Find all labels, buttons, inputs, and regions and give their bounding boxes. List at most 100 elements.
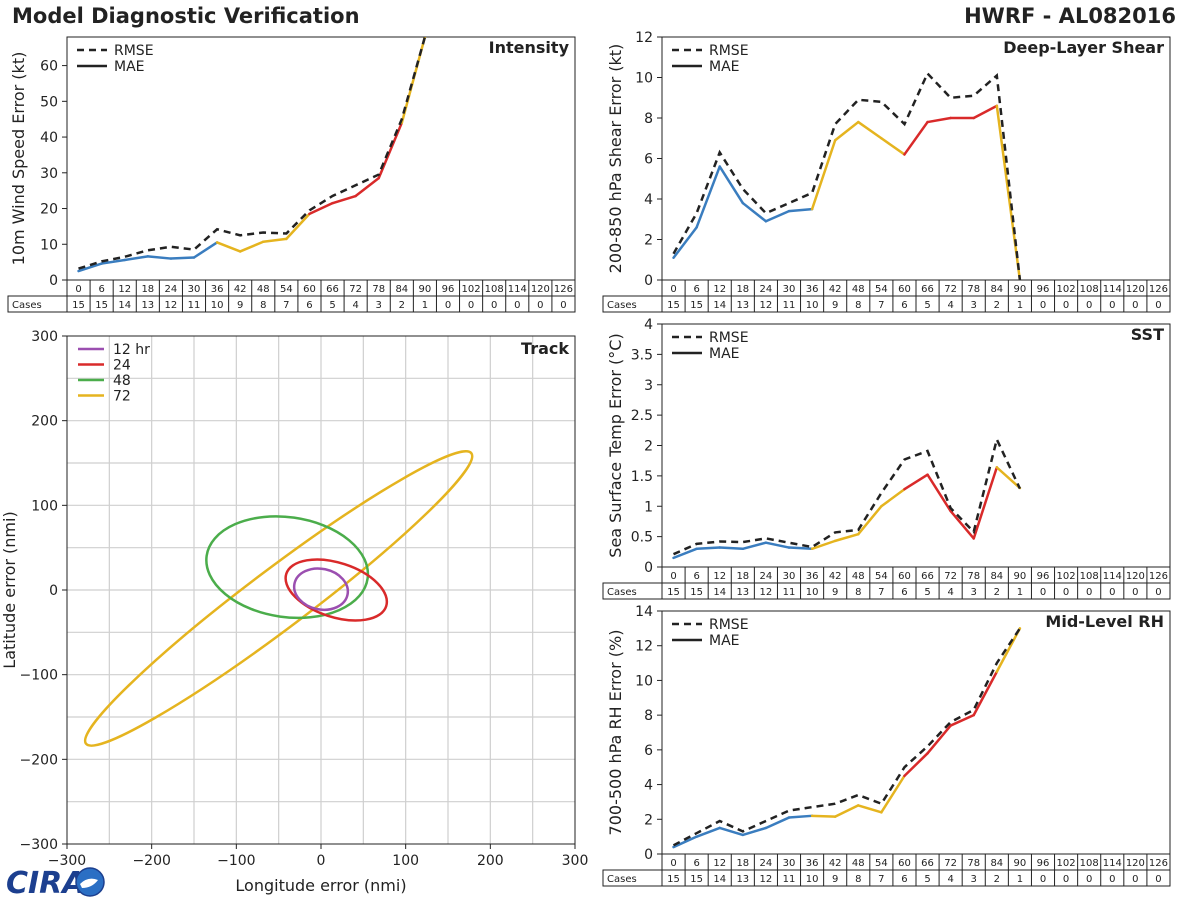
hour-label: 36: [211, 284, 224, 295]
case-count: 2: [994, 300, 1000, 311]
case-count: 0: [1040, 300, 1046, 311]
case-count: 6: [901, 874, 907, 885]
hour-label: 90: [1014, 284, 1027, 295]
hour-label: 0: [670, 284, 676, 295]
y-tick-label: 300: [31, 329, 58, 345]
hour-label: 12: [713, 858, 726, 869]
y-axis-label: 10m Wind Speed Error (kt): [9, 52, 28, 266]
hour-label: 78: [967, 571, 980, 582]
case-count: 13: [736, 874, 749, 885]
case-count: 1: [1017, 874, 1023, 885]
hour-label: 120: [531, 284, 550, 295]
hour-label: 66: [326, 284, 339, 295]
case-count: 7: [878, 874, 884, 885]
x-tick-label: 100: [392, 853, 419, 869]
figure-title: Model Diagnostic Verification: [12, 4, 360, 28]
case-count: 11: [783, 300, 796, 311]
case-count: 8: [260, 300, 266, 311]
case-count: 6: [306, 300, 312, 311]
hour-label: 120: [1126, 284, 1145, 295]
hour-label: 114: [508, 284, 527, 295]
y-tick-label: 10: [635, 71, 653, 87]
series-group: [672, 71, 1022, 280]
case-count: 15: [667, 300, 680, 311]
y-tick-label: 0.5: [631, 530, 653, 546]
case-count: 0: [491, 300, 497, 311]
mae-segment: [880, 137, 906, 156]
y-tick-label: 50: [40, 94, 58, 110]
hour-label: 42: [829, 571, 842, 582]
mae-segment: [833, 532, 860, 543]
hour-label: 108: [1080, 284, 1099, 295]
hour-label: 126: [1149, 284, 1168, 295]
y-tick-label: 4: [644, 778, 653, 794]
hour-label: 66: [921, 284, 934, 295]
case-count: 5: [924, 587, 930, 598]
cases-row: [602, 582, 1171, 600]
case-count: 2: [994, 587, 1000, 598]
hour-label: 0: [670, 858, 676, 869]
legend-label: 24: [113, 358, 131, 374]
case-count: 0: [1132, 587, 1138, 598]
panel-title: Intensity: [489, 38, 570, 57]
case-count: 15: [690, 587, 703, 598]
hour-label: 96: [1037, 571, 1050, 582]
case-count: 14: [713, 874, 726, 885]
legend-rmse-label: RMSE: [709, 330, 749, 346]
hour-label: 120: [1126, 571, 1145, 582]
hour-label: 96: [1037, 284, 1050, 295]
case-count: 12: [760, 587, 773, 598]
error-ellipse: [284, 558, 389, 622]
case-count: 11: [188, 300, 201, 311]
hour-label: 6: [693, 571, 699, 582]
case-count: 4: [352, 300, 358, 311]
mae-segment: [857, 804, 883, 814]
hour-label: 6: [693, 284, 699, 295]
hour-label: 60: [898, 571, 911, 582]
rmse-line: [78, 37, 427, 270]
mae-segment: [238, 240, 265, 253]
panel-title: Deep-Layer Shear: [1003, 38, 1164, 57]
y-tick-label: 200: [31, 414, 58, 430]
case-count: 11: [783, 874, 796, 885]
hour-label: 54: [875, 858, 888, 869]
rmse-line: [672, 627, 1021, 847]
mae-segment: [192, 241, 219, 259]
hour-label: 54: [280, 284, 293, 295]
y-tick-label: 2: [644, 233, 653, 249]
y-tick-label: −100: [20, 668, 58, 684]
hour-label: 24: [760, 858, 773, 869]
y-tick-label: 30: [40, 166, 58, 182]
y-tick-label: 0: [644, 560, 653, 576]
case-count: 15: [667, 874, 680, 885]
hour-label: 24: [165, 284, 178, 295]
mae-segment: [262, 237, 288, 244]
hour-label: 48: [257, 284, 270, 295]
case-count: 0: [1063, 300, 1069, 311]
case-count: 10: [211, 300, 224, 311]
case-count: 12: [760, 874, 773, 885]
error-ellipse: [205, 515, 370, 620]
hour-label: 18: [141, 284, 154, 295]
mae-segment: [146, 255, 173, 260]
hour-label: 84: [990, 858, 1003, 869]
legend-label: 12 hr: [113, 342, 150, 358]
hour-label: 90: [1014, 858, 1027, 869]
case-count: 1: [1017, 587, 1023, 598]
cases-row: [602, 295, 1171, 313]
hour-label: 78: [372, 284, 385, 295]
hour-label: 96: [1037, 858, 1050, 869]
y-tick-label: 8: [644, 708, 653, 724]
case-count: 0: [537, 300, 543, 311]
hour-label: 108: [1080, 571, 1099, 582]
hour-label: 60: [303, 284, 316, 295]
cases-label: Cases: [12, 300, 42, 311]
mae-segment: [123, 255, 150, 262]
cases-row: [602, 869, 1171, 887]
y-tick-label: 6: [644, 152, 653, 168]
case-count: 0: [468, 300, 474, 311]
mae-segment: [718, 546, 745, 551]
mae-segment: [169, 256, 196, 260]
case-count: 13: [736, 587, 749, 598]
x-tick-label: 300: [562, 853, 589, 869]
